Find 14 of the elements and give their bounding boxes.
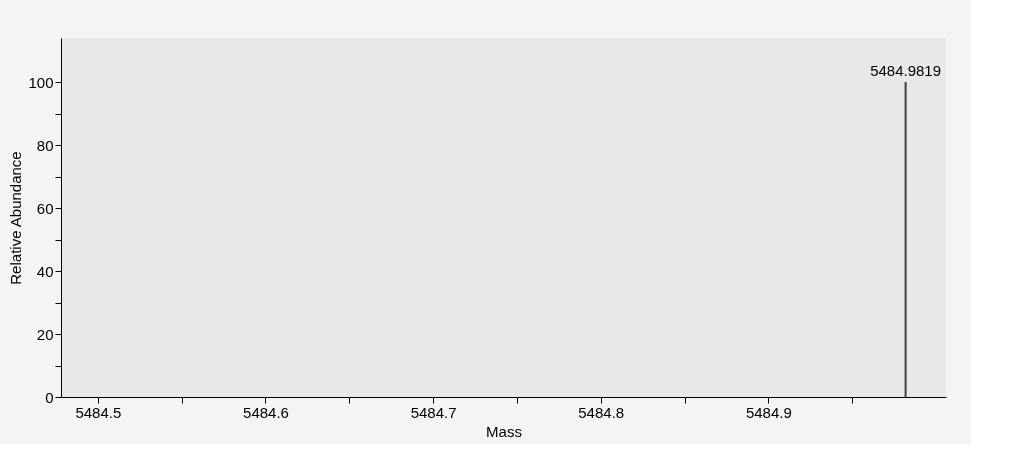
y-tick-label: 80 [36, 136, 54, 154]
x-axis-title: Mass [486, 422, 522, 440]
annotation: 5484.9819 [870, 62, 942, 80]
x-tick-label: 5484.6 [243, 403, 289, 421]
x-tick-label: 5484.7 [410, 403, 457, 421]
y-tick-label: 60 [36, 199, 54, 217]
y-tick-label: 0 [45, 388, 54, 406]
x-tick-label: 5484.9 [745, 403, 792, 421]
y-tick-label: 100 [28, 73, 54, 91]
x-tick-label: 5484.8 [578, 403, 625, 421]
y-tick-label: 40 [36, 262, 54, 280]
y-axis-title: Relative Abundance [7, 151, 25, 285]
y-tick-label: 20 [36, 325, 54, 343]
x-tick-label: 5484.5 [75, 403, 122, 421]
